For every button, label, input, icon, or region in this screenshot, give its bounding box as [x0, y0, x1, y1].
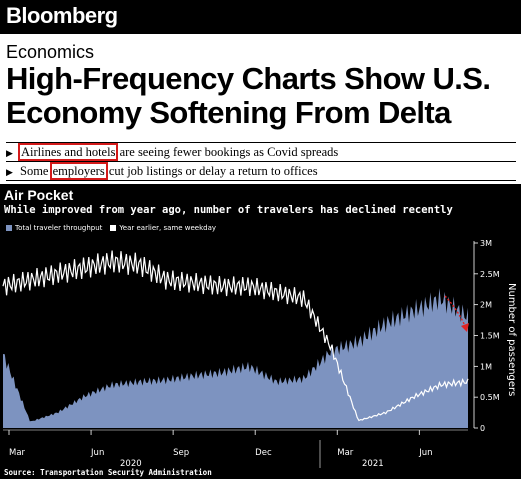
- legend-swatch: [110, 225, 117, 231]
- legend-item-total: Total traveler throughput: [6, 224, 102, 232]
- header-bar: Bloomberg: [0, 0, 521, 34]
- bullet-item-2: ▶ Some employers cut job listings or dela…: [6, 161, 516, 180]
- bullet-highlight-link[interactable]: employers: [49, 162, 108, 180]
- section-label[interactable]: Economics: [6, 42, 95, 62]
- chart-subtitle: While improved from year ago, number of …: [4, 204, 453, 216]
- bullet-highlight-link[interactable]: Airlines and hotels: [17, 143, 119, 161]
- chart-title: Air Pocket: [4, 187, 74, 203]
- chart-source: Source: Transportation Security Administ…: [4, 468, 212, 477]
- bullet-text: Some: [20, 164, 52, 178]
- divider: [6, 180, 516, 181]
- brand-logo[interactable]: Bloomberg: [6, 3, 118, 28]
- bullet-text: are seeing fewer bookings as Covid sprea…: [116, 145, 339, 159]
- play-arrow-icon: ▶: [6, 167, 13, 177]
- legend-item-year-earlier: Year earlier, same weekday: [110, 224, 216, 232]
- bullet-item-1: ▶ Airlines and hotels are seeing fewer bo…: [6, 142, 516, 161]
- legend-swatch: [6, 225, 12, 231]
- bullet-text: cut job listings or delay a return to of…: [105, 164, 318, 178]
- chart-legend: Total traveler throughput Year earlier, …: [6, 224, 216, 232]
- legend-label: Year earlier, same weekday: [119, 224, 217, 232]
- headline: High-Frequency Charts Show U.S. Economy …: [6, 61, 491, 130]
- play-arrow-icon: ▶: [6, 148, 13, 158]
- bullet-list: ▶ Airlines and hotels are seeing fewer bo…: [6, 142, 516, 181]
- legend-label: Total traveler throughput: [15, 224, 103, 232]
